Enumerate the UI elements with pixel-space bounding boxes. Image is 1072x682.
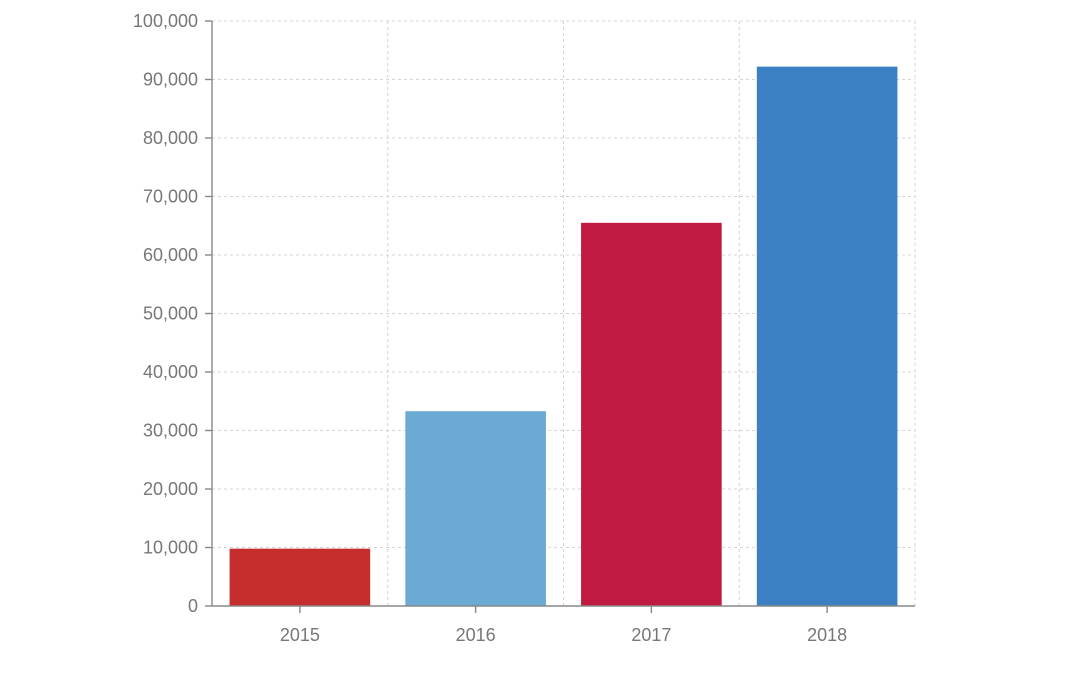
y-tick-label: 0	[188, 596, 198, 616]
y-tick-label: 20,000	[143, 479, 198, 499]
x-tick-label: 2017	[631, 625, 671, 645]
bar-2017	[581, 222, 722, 606]
y-tick-label: 30,000	[143, 421, 198, 441]
x-tick-label: 2015	[280, 625, 320, 645]
y-tick-label: 70,000	[143, 187, 198, 207]
y-tick-label: 100,000	[133, 11, 198, 31]
bar-2016	[405, 411, 546, 606]
axes	[205, 20, 915, 613]
y-tick-label: 40,000	[143, 362, 198, 382]
y-tick-label: 80,000	[143, 128, 198, 148]
y-tick-label: 60,000	[143, 245, 198, 265]
bar-2018	[756, 66, 898, 606]
bars	[229, 66, 898, 606]
tick-labels: 0 10,000 20,000 30,000 40,000 50,000 60,000 70,…	[133, 11, 847, 645]
x-tick-label: 2018	[807, 625, 847, 645]
grid	[212, 20, 916, 606]
bar-2015	[229, 548, 371, 606]
y-tick-label: 90,000	[143, 70, 198, 90]
y-tick-label: 50,000	[143, 304, 198, 324]
y-tick-label: 10,000	[143, 538, 198, 558]
x-tick-label: 2016	[456, 625, 496, 645]
